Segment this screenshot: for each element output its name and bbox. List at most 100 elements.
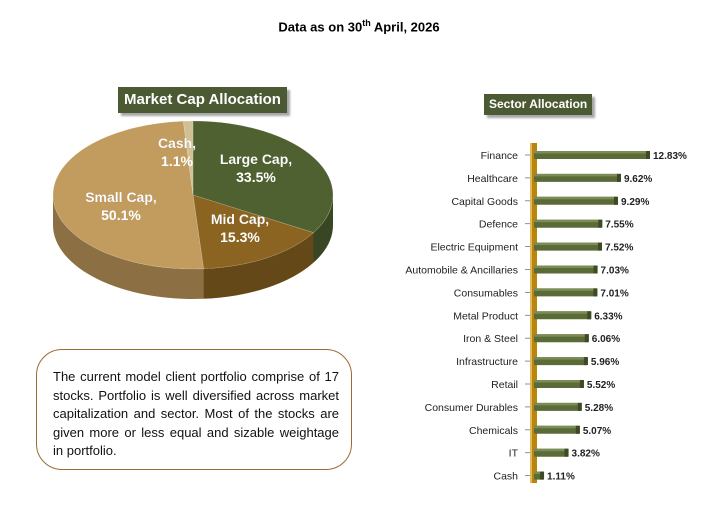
bar-end-cap — [575, 425, 580, 434]
pie-wall-2 — [53, 195, 204, 299]
bar-value-label: 6.06% — [592, 334, 620, 345]
bar-group: Retail 5.52% — [491, 379, 615, 391]
pie-label-value: 50.1% — [101, 207, 141, 223]
pie-slice-cash — [182, 120, 194, 196]
bar-value-label: 7.01% — [600, 288, 628, 299]
bar-end-cap — [584, 334, 589, 343]
bar-end-cap — [598, 219, 603, 228]
header-text-pre: Data as on 30 — [278, 19, 363, 35]
bar-group: Electric Equipment 7.52% — [430, 242, 633, 254]
bar-end-cap — [587, 311, 592, 320]
bar-group: IT 3.82% — [509, 448, 600, 460]
bar-top-highlight — [534, 151, 650, 154]
pie-wall-0 — [313, 195, 333, 263]
bar-category-label: Finance — [481, 150, 519, 162]
bar-end-cap — [540, 471, 545, 480]
portfolio-note-text: The current model client portfolio compr… — [53, 369, 339, 458]
bar-top-highlight — [534, 311, 592, 314]
header-date-suffix: th — [362, 18, 371, 28]
bar-category-label: Consumer Durables — [425, 402, 518, 414]
bar-end-cap — [593, 288, 598, 297]
bar-category-label: Metal Product — [453, 310, 518, 322]
bar-value-label: 5.28% — [585, 403, 613, 414]
bar-top-highlight — [534, 357, 588, 360]
bar-category-label: Electric Equipment — [430, 242, 518, 254]
bar-group: Finance 12.83% — [481, 150, 687, 162]
bar-category-label: Iron & Steel — [463, 333, 518, 345]
header-text-post: April, 2026 — [370, 19, 440, 35]
bar-value-label: 12.83% — [653, 151, 687, 162]
report-date-header: Data as on 30th April, 2026 — [0, 18, 718, 34]
bar-top-highlight — [534, 288, 598, 291]
bar-group: Consumer Durables 5.28% — [425, 402, 614, 414]
bar-value-label: 9.62% — [624, 174, 652, 185]
bar-top-highlight — [534, 402, 582, 406]
pie-label-value: 33.5% — [236, 169, 276, 185]
bar-top-highlight — [534, 196, 618, 200]
bar-category-label: Healthcare — [467, 173, 518, 185]
bar-value-label: 7.52% — [605, 243, 633, 254]
bar-value-label: 5.52% — [587, 380, 615, 391]
bar-end-cap — [613, 196, 618, 205]
pie-side-walls — [53, 195, 333, 299]
pie-slice-largecap — [192, 120, 334, 234]
bar-end-cap — [646, 151, 650, 159]
pie-top-faces — [52, 120, 334, 270]
bar-category-label: Infrastructure — [456, 356, 518, 368]
bar-category-label: IT — [509, 448, 519, 460]
bar-end-cap — [577, 402, 582, 411]
pie-label-name: Mid Cap, — [211, 211, 269, 227]
bar-value-label: 1.11% — [547, 472, 575, 483]
bar-value-label: 5.96% — [591, 357, 619, 368]
bar-value-label: 3.82% — [572, 449, 600, 460]
market-cap-title: Market Cap Allocation — [118, 87, 287, 113]
bar-top-highlight — [534, 265, 598, 268]
bar-group: Automobile & Ancillaries 7.03% — [405, 265, 629, 277]
bar-group: Healthcare 9.62% — [467, 173, 652, 185]
bar-category-label: Chemicals — [469, 425, 518, 437]
bar-top-highlight — [534, 242, 602, 246]
bar-top-highlight — [534, 425, 580, 429]
sector-allocation-title: Sector Allocation — [484, 94, 593, 115]
bar-top-highlight — [534, 471, 545, 475]
bar-category-label: Automobile & Ancillaries — [405, 265, 518, 277]
bar-end-cap — [597, 242, 602, 251]
bar-group: Iron & Steel 6.06% — [463, 333, 620, 345]
bar-end-cap — [616, 173, 621, 182]
pie-label-value: 15.3% — [220, 229, 260, 245]
bar-top-highlight — [534, 334, 589, 337]
bar-value-label: 7.55% — [605, 220, 633, 231]
bar-axis-highlight — [530, 143, 532, 483]
bar-top-highlight — [534, 380, 584, 383]
bar-value-label: 9.29% — [621, 197, 649, 208]
bar-top-highlight — [534, 448, 569, 452]
bar-category-label: Cash — [493, 471, 518, 483]
bar-category-label: Retail — [491, 379, 518, 391]
bar-value-label: 6.33% — [594, 311, 622, 322]
bar-end-cap — [593, 265, 598, 274]
bar-group: Infrastructure 5.96% — [456, 356, 619, 368]
pie-label-name: Large Cap, — [220, 151, 292, 167]
pie-label-name: Small Cap, — [85, 189, 157, 205]
bar-value-label: 7.03% — [601, 266, 629, 277]
bar-value-label: 5.07% — [583, 426, 611, 437]
pie-wall-1 — [203, 232, 314, 299]
bar-end-cap — [579, 380, 584, 388]
bar-category-label: Capital Goods — [451, 196, 518, 208]
bar-group: Consumables 7.01% — [454, 287, 629, 299]
bar-group: Cash 1.11% — [493, 471, 574, 483]
bar-category-label: Defence — [479, 219, 518, 231]
bar-category-label: Consumables — [454, 287, 518, 299]
bar-top-highlight — [534, 219, 603, 223]
pie-labels: Large Cap, 33.5% Mid Cap, 15.3% Small Cap, 50… — [85, 135, 292, 245]
bar-group: Capital Goods 9.29% — [451, 196, 649, 208]
bar-end-cap — [564, 448, 569, 457]
pie-label-value: 1.1% — [161, 153, 193, 169]
bar-axis — [530, 143, 537, 483]
pie-slice-midcap — [192, 194, 315, 270]
bar-group: Chemicals 5.07% — [469, 425, 611, 437]
pie-label-name: Cash, — [158, 135, 196, 151]
bar-group: Metal Product 6.33% — [453, 310, 622, 322]
